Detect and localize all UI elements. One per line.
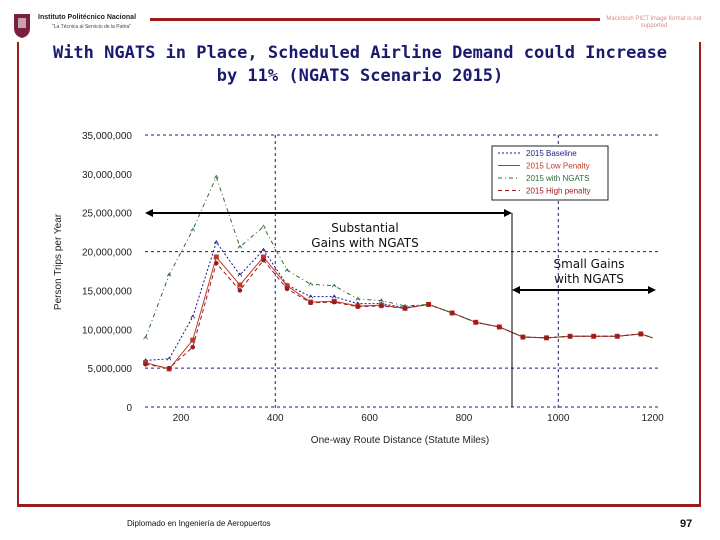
frame-left bbox=[17, 42, 19, 506]
data-point bbox=[166, 272, 172, 277]
y-tick-label: 5,000,000 bbox=[88, 364, 133, 375]
data-point bbox=[214, 260, 219, 266]
small-gains-arrow-head-left bbox=[512, 286, 520, 294]
data-point bbox=[449, 310, 455, 316]
x-tick-label: 600 bbox=[361, 413, 378, 424]
logo-crest bbox=[14, 14, 30, 38]
data-point bbox=[308, 281, 313, 286]
data-point bbox=[213, 240, 219, 244]
legend-box bbox=[491, 145, 609, 201]
institution-name: Instituto Politécnico Nacional bbox=[38, 14, 137, 21]
data-point bbox=[379, 298, 384, 303]
y-tick-label: 30,000,000 bbox=[82, 170, 132, 181]
data-point bbox=[261, 257, 266, 263]
data-point bbox=[166, 356, 172, 361]
page-number: 97 bbox=[680, 518, 693, 530]
substantial-gains-arrow-head-right bbox=[504, 209, 512, 217]
data-point bbox=[166, 365, 172, 371]
data-point bbox=[190, 337, 196, 343]
y-tick-label: 35,000,000 bbox=[82, 131, 132, 142]
data-point bbox=[520, 334, 526, 340]
y-tick-label: 0 bbox=[126, 403, 132, 414]
header-rule bbox=[150, 18, 600, 21]
data-point bbox=[308, 300, 313, 306]
data-point bbox=[190, 344, 196, 350]
data-point bbox=[190, 314, 196, 319]
x-tick-label: 1000 bbox=[547, 413, 570, 424]
y-tick-label: 10,000,000 bbox=[82, 325, 132, 336]
y-axis-label: Person Trips per Year bbox=[53, 213, 64, 310]
data-point bbox=[237, 272, 243, 277]
x-tick-label: 1200 bbox=[642, 413, 665, 424]
data-point bbox=[331, 283, 337, 288]
data-point bbox=[355, 296, 361, 301]
data-point bbox=[355, 304, 361, 310]
data-point bbox=[567, 333, 573, 339]
data-point bbox=[331, 294, 337, 299]
data-point bbox=[237, 282, 243, 288]
data-point bbox=[260, 254, 266, 260]
x-tick-label: 200 bbox=[173, 413, 190, 424]
data-point bbox=[308, 294, 313, 299]
data-point bbox=[591, 333, 596, 339]
data-point bbox=[614, 333, 620, 339]
data-point bbox=[473, 319, 479, 325]
annotation-small-gains: Small Gains with NGATS bbox=[554, 257, 625, 286]
legend-entry: 2015 High penalty bbox=[526, 187, 591, 196]
data-point bbox=[284, 283, 290, 289]
frame-right bbox=[699, 42, 701, 506]
series-line bbox=[145, 259, 653, 369]
y-tick-label: 20,000,000 bbox=[82, 248, 132, 259]
data-point bbox=[143, 335, 148, 340]
data-point bbox=[237, 244, 243, 249]
slide-title: With NGATS in Place, Scheduled Airline D… bbox=[52, 43, 668, 86]
data-point bbox=[190, 227, 196, 232]
data-point bbox=[544, 335, 549, 341]
y-tick-label: 15,000,000 bbox=[82, 286, 132, 297]
small-gains-arrow-head-right bbox=[648, 286, 656, 294]
annotation-substantial-gains: Substantial Gains with NGATS bbox=[311, 221, 418, 250]
data-point bbox=[213, 174, 219, 179]
legend-entry: 2015 Low Penalty bbox=[526, 162, 590, 171]
institution-motto: "La Técnica al Servicio de la Patria" bbox=[52, 24, 132, 30]
data-point bbox=[402, 306, 408, 311]
data-point bbox=[261, 224, 266, 229]
data-point bbox=[379, 303, 384, 309]
y-tick-label: 25,000,000 bbox=[82, 209, 132, 220]
frame-bottom bbox=[17, 504, 701, 507]
legend-entry: 2015 with NGATS bbox=[526, 174, 589, 183]
data-point bbox=[143, 361, 148, 367]
substantial-gains-arrow-head-left bbox=[145, 209, 153, 217]
data-point bbox=[237, 288, 243, 293]
data-point bbox=[284, 286, 290, 292]
x-axis-label: One-way Route Distance (Statute Miles) bbox=[311, 435, 489, 446]
data-point bbox=[638, 331, 644, 337]
data-point bbox=[213, 254, 219, 260]
x-tick-label: 800 bbox=[456, 413, 473, 424]
data-point bbox=[497, 324, 502, 330]
data-point bbox=[331, 299, 337, 305]
data-point bbox=[426, 302, 431, 307]
x-tick-label: 400 bbox=[267, 413, 284, 424]
data-point bbox=[261, 247, 266, 252]
legend-entry: 2015 Baseline bbox=[526, 149, 577, 158]
data-point bbox=[284, 268, 290, 272]
footer-text: Diplomado en Ingeniería de Aeropuertos bbox=[127, 519, 271, 528]
missing-image-placeholder: Macintosh PICT image format is not suppo… bbox=[606, 16, 702, 29]
